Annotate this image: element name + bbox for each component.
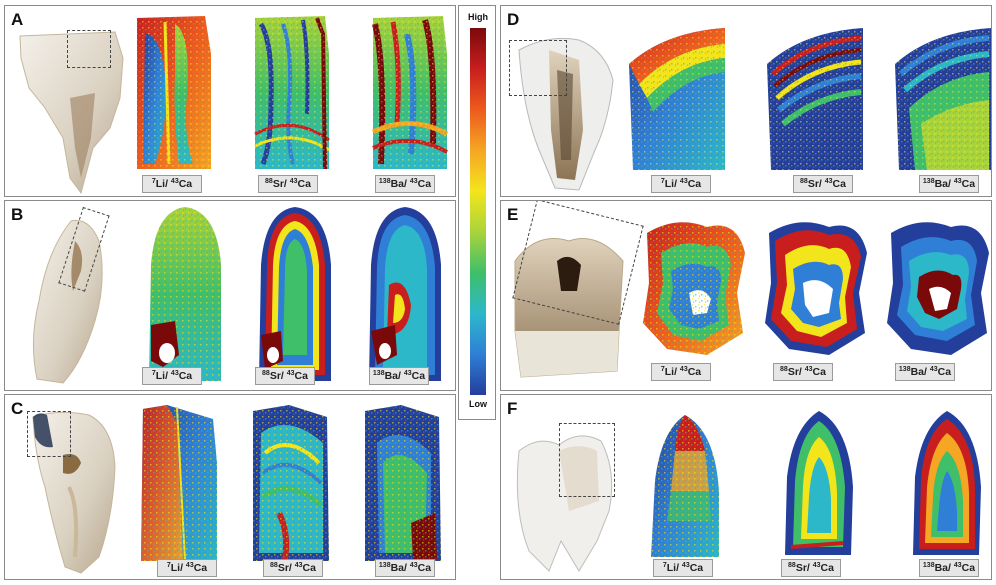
colorbar-gradient bbox=[470, 28, 486, 395]
panel-d: D 7Li/ 43Ca 88Sr/ 43Ca 138Ba/ 43Ca bbox=[500, 5, 992, 197]
tooth-photo-d bbox=[518, 37, 614, 191]
tooth-photo-b bbox=[32, 219, 103, 384]
map-c-sr bbox=[253, 405, 329, 561]
tooth-photo-e bbox=[514, 238, 624, 378]
roi-box-f bbox=[559, 423, 615, 497]
map-e-li bbox=[643, 222, 745, 355]
panel-b: B 7Li/ 43Ca 88Sr/ 43Ca 138Ba/ 43Ca bbox=[4, 200, 456, 391]
map-d-ba bbox=[895, 28, 991, 170]
map-b-ba bbox=[369, 207, 441, 381]
label-c-sr: 88Sr/ 43Ca bbox=[263, 559, 323, 577]
panel-label-d: D bbox=[507, 10, 520, 29]
colorbar: High Low bbox=[458, 5, 496, 420]
label-a-ba: 138Ba/ 43Ca bbox=[375, 175, 435, 193]
map-e-sr bbox=[765, 222, 867, 355]
panel-label-a: A bbox=[11, 10, 24, 29]
label-a-sr: 88Sr/ 43Ca bbox=[258, 175, 318, 193]
panel-e: E 7Li/ 43Ca 88Sr/ 43Ca 138Ba/ 43Ca bbox=[500, 200, 992, 391]
map-d-li bbox=[629, 28, 725, 170]
map-f-ba bbox=[913, 411, 981, 555]
map-c-li bbox=[141, 405, 217, 561]
roi-box-c bbox=[27, 411, 71, 457]
map-a-sr bbox=[254, 16, 330, 169]
colorbar-low-label: Low bbox=[469, 399, 487, 409]
label-b-ba: 138Ba/ 43Ca bbox=[369, 367, 429, 385]
label-e-ba: 138Ba/ 43Ca bbox=[895, 363, 955, 381]
map-d-sr bbox=[767, 28, 863, 170]
panel-label-c: C bbox=[11, 399, 24, 418]
map-f-sr bbox=[785, 411, 853, 555]
panel-c: C 7Li/ 43Ca 88Sr/ 43Ca 138Ba/ 43Ca bbox=[4, 394, 456, 580]
tooth-photo-a bbox=[19, 31, 124, 194]
panel-label-f: F bbox=[507, 399, 518, 418]
colorbar-high-label: High bbox=[468, 12, 488, 22]
map-c-ba bbox=[365, 405, 441, 561]
roi-box-d bbox=[509, 40, 567, 96]
label-e-sr: 88Sr/ 43Ca bbox=[773, 363, 833, 381]
panel-a: A 7Li/ 43Ca 88Sr/ 43Ca 138Ba/ 43Ca bbox=[4, 5, 456, 197]
label-d-li: 7Li/ 43Ca bbox=[651, 175, 711, 193]
label-f-sr: 88Sr/ 43Ca bbox=[781, 559, 841, 577]
panel-label-e: E bbox=[507, 205, 519, 224]
label-b-li: 7Li/ 43Ca bbox=[142, 367, 202, 385]
label-e-li: 7Li/ 43Ca bbox=[651, 363, 711, 381]
label-b-sr: 88Sr/ 43Ca bbox=[255, 367, 315, 385]
label-d-ba: 138Ba/ 43Ca bbox=[919, 175, 979, 193]
map-a-li bbox=[137, 16, 211, 169]
map-e-ba bbox=[887, 222, 989, 355]
panel-f: F 7Li/ 43Ca 88Sr/ 43Ca 138Ba/ 43Ca bbox=[500, 394, 992, 580]
label-c-li: 7Li/ 43Ca bbox=[157, 559, 217, 577]
tooth-photo-f bbox=[516, 435, 613, 572]
map-a-ba bbox=[371, 16, 449, 169]
roi-box-a bbox=[67, 30, 111, 68]
map-b-li bbox=[149, 207, 221, 381]
label-f-li: 7Li/ 43Ca bbox=[653, 559, 713, 577]
map-b-sr bbox=[259, 207, 331, 381]
tooth-photo-c bbox=[32, 411, 116, 574]
label-d-sr: 88Sr/ 43Ca bbox=[793, 175, 853, 193]
map-f-li bbox=[651, 415, 719, 557]
panel-label-b: B bbox=[11, 205, 24, 224]
label-f-ba: 138Ba/ 43Ca bbox=[919, 559, 979, 577]
label-c-ba: 138Ba/ 43Ca bbox=[375, 559, 435, 577]
label-a-li: 7Li/ 43Ca bbox=[142, 175, 202, 193]
